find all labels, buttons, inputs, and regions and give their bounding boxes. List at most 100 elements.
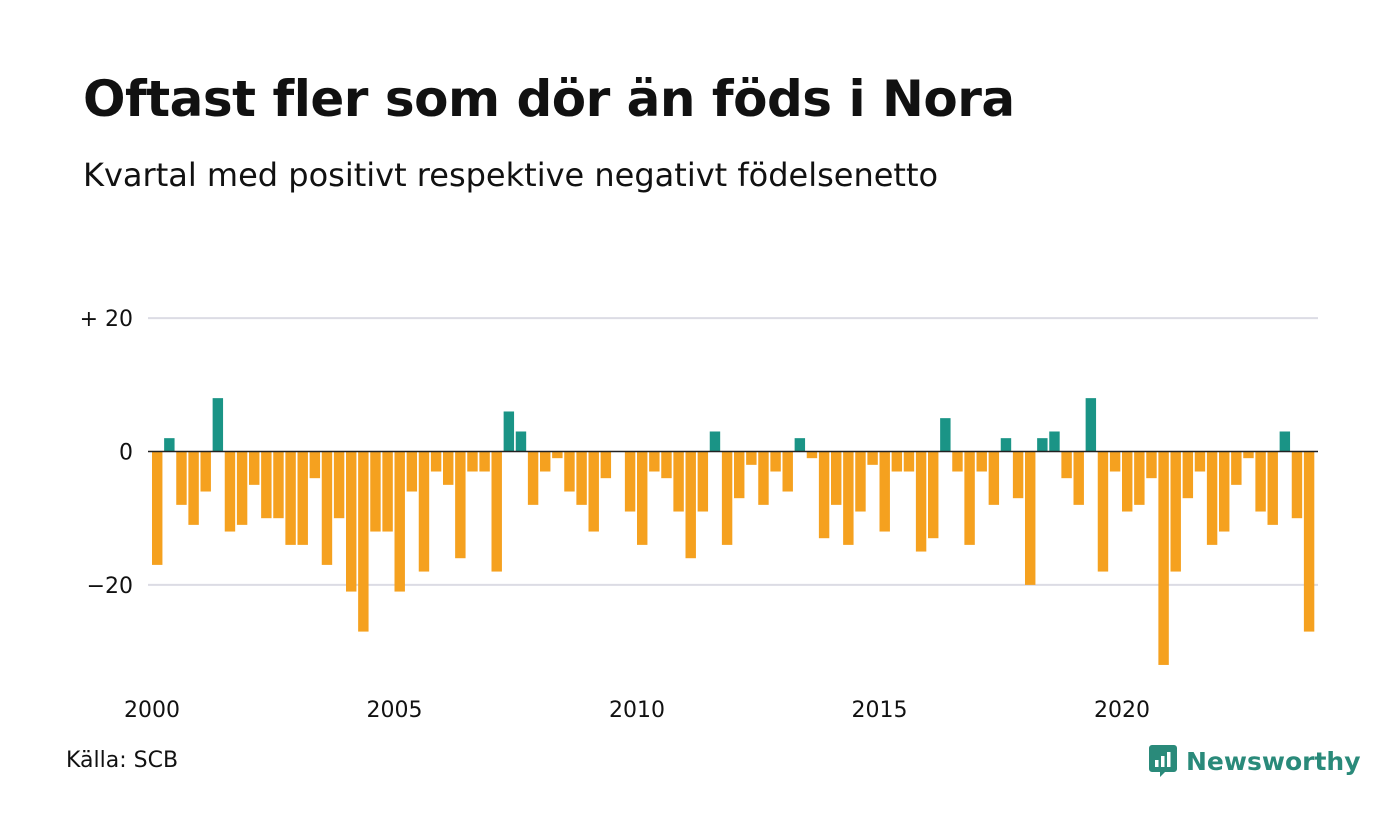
bar-negative <box>1061 451 1072 479</box>
bar-negative <box>285 451 296 545</box>
bar-positive <box>709 431 721 452</box>
bar-negative <box>430 451 442 472</box>
bar-negative <box>770 451 781 472</box>
bar-negative <box>297 451 308 545</box>
bar-negative <box>624 451 636 512</box>
bar-negative <box>649 451 660 472</box>
bar-negative <box>333 451 345 519</box>
bar-negative <box>236 451 248 525</box>
bar-negative <box>1146 451 1157 479</box>
x-tick-label: 2005 <box>367 698 423 723</box>
bar-negative <box>843 451 854 545</box>
bar-negative <box>867 451 878 465</box>
bar-negative <box>479 451 490 472</box>
bar-negative <box>491 451 502 572</box>
bar-positive <box>940 418 951 452</box>
axes: + 20 0 −20 2000 2005 2010 2015 2020 <box>80 307 1318 723</box>
chart-title: Oftast fler som dör än föds i Nora <box>83 70 1015 128</box>
bar-negative <box>855 451 866 512</box>
bar-negative <box>1243 451 1254 459</box>
source-note: Källa: SCB <box>66 748 179 773</box>
bar-positive <box>515 431 527 452</box>
bar-negative <box>309 451 321 479</box>
x-tick-label: 2015 <box>852 698 908 723</box>
bar-negative <box>782 451 793 492</box>
bar-negative <box>746 451 757 465</box>
bars <box>152 398 1315 665</box>
bar-positive <box>1085 398 1097 452</box>
bar-negative <box>964 451 975 545</box>
bar-negative <box>418 451 430 572</box>
bar-negative <box>637 451 648 545</box>
bar-negative <box>1255 451 1266 512</box>
x-tick-label: 2000 <box>124 698 180 723</box>
bar-negative <box>394 451 405 592</box>
chart-subtitle: Kvartal med positivt respektive negativt… <box>83 156 939 194</box>
bar-negative <box>382 451 393 532</box>
bar-negative <box>576 451 587 505</box>
bar-negative <box>188 451 199 525</box>
bar-negative <box>928 451 939 539</box>
bar-negative <box>176 451 187 505</box>
bar-negative <box>1219 451 1230 532</box>
bar-negative <box>224 451 236 532</box>
bar-negative <box>891 451 903 472</box>
bar-negative <box>734 451 745 499</box>
bar-negative <box>903 451 915 472</box>
bar-negative <box>673 451 684 512</box>
bar-positive <box>1037 438 1048 452</box>
bar-negative <box>976 451 987 472</box>
bar-negative <box>1170 451 1181 572</box>
bar-negative <box>455 451 466 559</box>
bar-negative <box>1097 451 1109 572</box>
bar-negative <box>1012 451 1024 499</box>
x-tick-label: 2020 <box>1094 698 1150 723</box>
bar-negative <box>200 451 211 492</box>
bar-negative <box>467 451 478 472</box>
bar-negative <box>697 451 709 512</box>
bar-negative <box>321 451 333 565</box>
bar-negative <box>988 451 1000 505</box>
bar-positive <box>164 438 175 452</box>
bar-positive <box>212 398 224 452</box>
bar-positive <box>1049 431 1060 452</box>
bar-negative <box>358 451 369 632</box>
bar-positive <box>1279 431 1291 452</box>
y-tick-label: + 20 <box>80 307 133 332</box>
bar-negative <box>527 451 539 505</box>
bar-negative <box>1158 451 1169 665</box>
bar-negative <box>879 451 890 532</box>
y-tick-label: −20 <box>87 574 133 599</box>
bar-negative <box>831 451 842 505</box>
bar-negative <box>346 451 357 592</box>
bar-negative <box>1109 451 1121 472</box>
bar-negative <box>443 451 454 485</box>
bar-negative <box>564 451 575 492</box>
bar-negative <box>1291 451 1303 519</box>
bar-negative <box>1122 451 1133 512</box>
bar-negative <box>758 451 769 505</box>
y-tick-label: 0 <box>119 441 133 466</box>
bar-negative <box>1194 451 1206 472</box>
bar-negative <box>249 451 260 485</box>
bar-negative <box>1303 451 1315 632</box>
bar-negative <box>600 451 612 479</box>
bar-negative <box>1267 451 1278 525</box>
bar-negative <box>406 451 418 492</box>
bar-negative <box>661 451 672 479</box>
bar-negative <box>1206 451 1218 545</box>
bar-positive <box>1000 438 1012 452</box>
bar-negative <box>1073 451 1084 505</box>
bar-negative <box>273 451 284 519</box>
gridlines <box>148 317 1318 586</box>
bar-negative <box>552 451 563 459</box>
bar-negative <box>952 451 963 472</box>
bar-negative <box>261 451 272 519</box>
bar-negative <box>806 451 818 459</box>
bar-negative <box>152 451 163 565</box>
bar-positive <box>503 411 515 452</box>
bar-negative <box>370 451 381 532</box>
x-tick-label: 2010 <box>609 698 665 723</box>
brand-logo: Newsworthy <box>1148 743 1361 779</box>
